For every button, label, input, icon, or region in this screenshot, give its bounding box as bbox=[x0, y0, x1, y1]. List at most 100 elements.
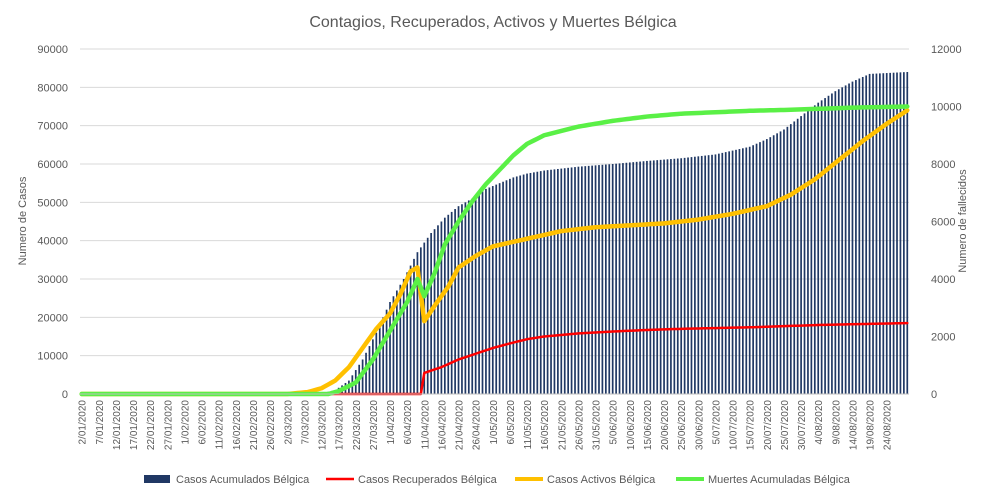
bar bbox=[721, 153, 723, 394]
x-tick-label: 31/05/2020 bbox=[592, 400, 603, 450]
bar bbox=[499, 183, 501, 394]
bar bbox=[605, 165, 607, 394]
x-tick-label: 11/02/2020 bbox=[215, 400, 226, 450]
bar bbox=[410, 266, 412, 394]
bar bbox=[718, 154, 720, 394]
bar bbox=[540, 171, 542, 394]
x-tick-label: 26/05/2020 bbox=[574, 400, 585, 450]
bar bbox=[509, 179, 511, 394]
bar bbox=[492, 186, 494, 394]
y-right-tick-label: 6000 bbox=[931, 217, 955, 229]
bar bbox=[858, 79, 860, 394]
bar bbox=[574, 167, 576, 394]
bar bbox=[420, 247, 422, 394]
bar bbox=[852, 82, 854, 394]
y-left-tick-label: 0 bbox=[62, 389, 68, 401]
bar bbox=[622, 163, 624, 394]
bar bbox=[458, 206, 460, 394]
bar bbox=[482, 191, 484, 394]
y-left-tick-label: 80000 bbox=[37, 82, 68, 94]
y-right-tick-label: 4000 bbox=[931, 274, 955, 286]
x-tick-label: 5/07/2020 bbox=[712, 400, 723, 445]
bar bbox=[742, 148, 744, 394]
bar bbox=[831, 93, 833, 394]
bar bbox=[615, 164, 617, 394]
chart-title: Contagios, Recuperados, Activos y Muerte… bbox=[309, 14, 676, 31]
x-tick-label: 2/03/2020 bbox=[283, 400, 294, 445]
y-right-tick-label: 8000 bbox=[931, 159, 955, 171]
bar bbox=[708, 155, 710, 394]
bar bbox=[766, 139, 768, 394]
y-left-tick-label: 50000 bbox=[37, 197, 68, 209]
bar bbox=[629, 162, 631, 394]
bar bbox=[797, 119, 799, 394]
x-tick-label: 6/04/2020 bbox=[403, 400, 414, 445]
bar bbox=[461, 204, 463, 394]
x-tick-label: 1/02/2020 bbox=[181, 400, 192, 445]
bar bbox=[643, 161, 645, 394]
legend-entry: Casos Recuperados Bélgica bbox=[358, 474, 498, 486]
bar bbox=[554, 169, 556, 394]
bar bbox=[547, 170, 549, 394]
bar bbox=[841, 87, 843, 394]
x-tick-label: 30/06/2020 bbox=[694, 400, 705, 450]
bar bbox=[804, 113, 806, 394]
x-tick-label: 17/03/2020 bbox=[335, 400, 346, 450]
bar bbox=[502, 182, 504, 394]
bar bbox=[882, 73, 884, 394]
bar bbox=[865, 75, 867, 394]
x-tick-label: 6/05/2020 bbox=[506, 400, 517, 445]
bar bbox=[787, 127, 789, 394]
bar bbox=[752, 145, 754, 394]
x-tick-label: 16/05/2020 bbox=[540, 400, 551, 450]
bar bbox=[725, 152, 727, 394]
x-tick-label: 16/02/2020 bbox=[232, 400, 243, 450]
bar bbox=[382, 317, 384, 394]
bar bbox=[530, 173, 532, 394]
bar bbox=[879, 73, 881, 394]
bar bbox=[728, 151, 730, 394]
bar bbox=[756, 144, 758, 394]
bar bbox=[704, 156, 706, 394]
bar bbox=[745, 148, 747, 394]
bar bbox=[578, 167, 580, 394]
legend-entry: Casos Acumulados Bélgica bbox=[176, 474, 310, 486]
x-tick-label: 21/02/2020 bbox=[249, 400, 260, 450]
bar bbox=[403, 279, 405, 394]
y-left-tick-label: 30000 bbox=[37, 274, 68, 286]
bar bbox=[369, 346, 371, 394]
x-tick-label: 11/04/2020 bbox=[420, 400, 431, 450]
bar bbox=[626, 163, 628, 394]
x-tick-label: 7/03/2020 bbox=[300, 400, 311, 445]
bar bbox=[845, 85, 847, 394]
bar bbox=[667, 159, 669, 394]
bar bbox=[869, 74, 871, 394]
bar bbox=[632, 162, 634, 394]
bar bbox=[451, 212, 453, 394]
bar bbox=[399, 285, 401, 394]
bar bbox=[598, 165, 600, 394]
y-left-tick-label: 90000 bbox=[37, 44, 68, 56]
bar bbox=[571, 167, 573, 394]
x-tick-label: 1/04/2020 bbox=[386, 400, 397, 445]
y-right-tick-label: 10000 bbox=[931, 102, 962, 114]
x-tick-label: 12/03/2020 bbox=[318, 400, 329, 450]
x-tick-label: 20/07/2020 bbox=[763, 400, 774, 450]
bar bbox=[821, 100, 823, 394]
x-tick-label: 10/06/2020 bbox=[626, 400, 637, 450]
x-tick-label: 26/04/2020 bbox=[472, 400, 483, 450]
bar bbox=[732, 151, 734, 394]
bar bbox=[406, 272, 408, 394]
y-left-tick-label: 40000 bbox=[37, 236, 68, 248]
bar bbox=[375, 333, 377, 394]
x-tick-label: 19/08/2020 bbox=[866, 400, 877, 450]
x-tick-label: 2/01/2020 bbox=[78, 400, 89, 445]
bar bbox=[749, 147, 751, 394]
bar bbox=[557, 169, 559, 394]
bar bbox=[684, 158, 686, 394]
bar bbox=[595, 165, 597, 394]
legend-entry: Muertes Acumuladas Bélgica bbox=[708, 474, 851, 486]
x-tick-label: 12/01/2020 bbox=[112, 400, 123, 450]
bar bbox=[379, 325, 381, 394]
